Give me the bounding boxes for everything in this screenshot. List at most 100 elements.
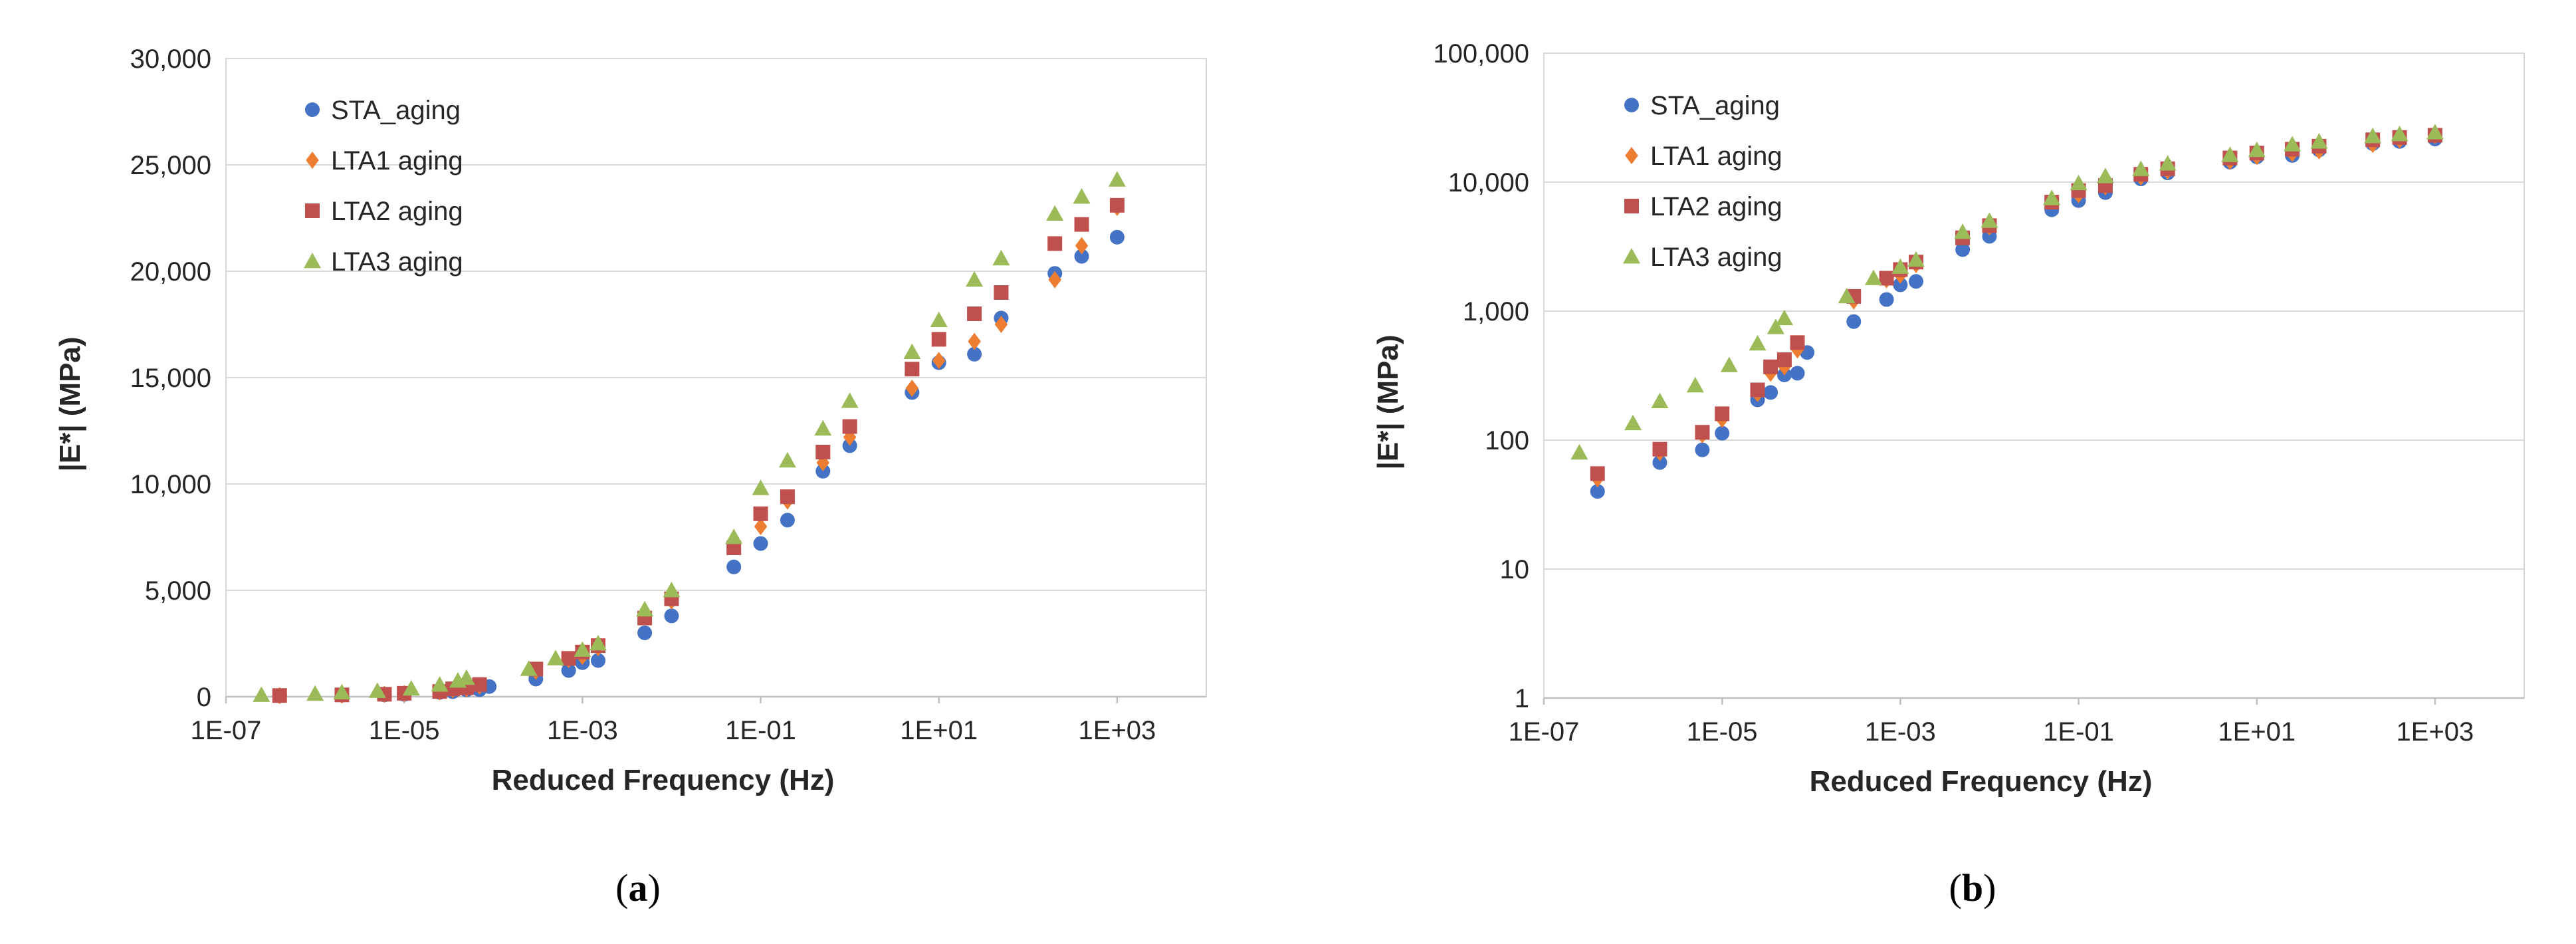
caption-a: (a)	[615, 866, 661, 909]
legend-label: LTA3 aging	[331, 247, 463, 277]
data-point	[663, 582, 681, 598]
data-point	[726, 559, 742, 574]
data-point	[368, 682, 386, 698]
data-point	[815, 445, 831, 459]
legend-label: LTA3 aging	[1650, 243, 1782, 272]
y-tick-label: 30,000	[130, 45, 211, 74]
data-point	[725, 529, 743, 544]
data-point	[1838, 287, 1856, 304]
data-point	[1846, 314, 1862, 329]
data-point	[2391, 126, 2409, 142]
legend-marker	[305, 203, 320, 218]
data-point	[546, 649, 564, 665]
data-point	[842, 419, 857, 434]
data-point	[754, 518, 768, 535]
data-point	[780, 513, 795, 528]
x-axis-title: Reduced Frequency (Hz)	[1810, 765, 2153, 798]
data-point	[726, 540, 742, 555]
data-point	[966, 271, 984, 287]
data-point	[1907, 251, 1925, 267]
x-tick-label: 1E+01	[900, 716, 978, 745]
caption-close-paren: )	[1983, 866, 1996, 909]
data-point	[2159, 155, 2177, 171]
x-tick-label: 1E-05	[1687, 717, 1758, 747]
data-point	[841, 392, 859, 408]
x-tick-label: 1E-05	[369, 716, 440, 745]
data-point	[1955, 242, 1971, 257]
data-point	[1590, 484, 1605, 499]
legend-marker	[304, 253, 321, 269]
y-tick-label: 0	[197, 683, 211, 712]
x-tick-label: 1E-07	[191, 716, 262, 745]
data-point	[1109, 197, 1125, 213]
chart-panel-a: 0 5,000 10,000 15,000 20,000 25,000 30,000 1E-0…	[54, 45, 1207, 796]
data-point	[1048, 271, 1061, 289]
caption-open-paren: (	[1949, 866, 1962, 909]
data-point	[561, 651, 576, 666]
data-point	[1763, 385, 1778, 400]
data-point	[1074, 249, 1089, 264]
data-point	[1790, 366, 1805, 381]
data-point	[1776, 352, 1792, 368]
chart-panel-b: 1 10 100 1,000 10,000 100,000 1E-07 1E-05 1E-03 1…	[1372, 39, 2525, 798]
data-point	[2070, 174, 2088, 191]
legend-marker	[1625, 147, 1638, 164]
data-point	[636, 600, 654, 617]
data-point	[752, 479, 770, 495]
y-tick-label: 10,000	[130, 470, 211, 499]
y-axis-title: |E*| (MPa)	[54, 336, 87, 471]
y-tick-label: 5,000	[145, 576, 211, 606]
data-point	[1109, 229, 1125, 245]
data-point	[1046, 205, 1064, 221]
data-point	[637, 626, 653, 640]
caption-b: (b)	[1949, 866, 1996, 909]
legend-label: STA_aging	[1650, 91, 1780, 120]
data-point	[994, 285, 1009, 300]
x-tick-label: 1E-03	[547, 716, 618, 745]
data-point	[333, 683, 351, 699]
data-point	[1075, 237, 1089, 255]
series-lta3-aging	[253, 171, 1126, 702]
x-tick-label: 1E+03	[2397, 717, 2474, 747]
legend-marker	[305, 102, 320, 117]
data-point	[1590, 466, 1605, 481]
data-point	[1108, 171, 1126, 187]
legend-label: STA_aging	[331, 96, 461, 125]
y-tick-label: 10,000	[1448, 168, 1529, 197]
x-tick-label: 1E+03	[1079, 716, 1156, 745]
data-point	[1686, 376, 1704, 393]
y-tick-label: 15,000	[130, 364, 211, 393]
data-point	[992, 249, 1010, 266]
legend: STA_aging LTA1 aging LTA2 aging LTA3 aging	[304, 96, 463, 277]
data-point	[753, 506, 768, 521]
y-tick-label: 1,000	[1463, 297, 1529, 326]
legend-marker	[306, 152, 319, 169]
legend-marker	[1624, 98, 1639, 112]
data-point	[2132, 160, 2150, 176]
data-point	[931, 332, 946, 347]
data-point	[814, 419, 832, 436]
series-lta3-aging	[1570, 124, 2444, 460]
data-point	[253, 686, 270, 702]
data-point	[1879, 292, 1894, 307]
data-point	[1651, 392, 1669, 409]
data-point	[1749, 334, 1767, 351]
caption-open-paren: (	[615, 866, 628, 909]
data-point	[1763, 359, 1778, 374]
x-tick-label: 1E-01	[725, 716, 796, 745]
x-tick-label: 1E-07	[1509, 717, 1580, 747]
data-point	[930, 311, 948, 327]
data-point	[1652, 441, 1667, 457]
y-tick-label: 10	[1500, 555, 1530, 584]
y-tick-label: 1	[1515, 684, 1529, 713]
data-point	[1715, 425, 1730, 441]
data-point	[457, 669, 475, 685]
data-point	[780, 489, 795, 505]
data-point	[968, 332, 981, 350]
data-point	[2364, 127, 2382, 144]
y-axis-title: |E*| (MPa)	[1372, 334, 1405, 469]
caption-letter: a	[629, 866, 648, 909]
data-point	[903, 343, 921, 359]
data-point	[2096, 168, 2114, 183]
data-point	[1775, 309, 1793, 326]
